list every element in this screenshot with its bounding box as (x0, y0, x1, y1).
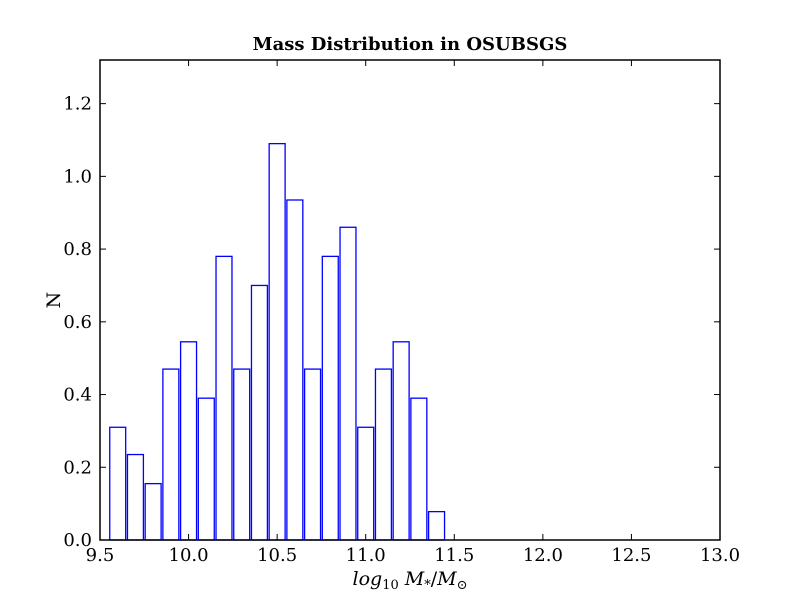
y-tick-label-1: 0.2 (63, 457, 92, 478)
histogram-bar-0 (109, 426, 127, 541)
x-tick-label-0: 9.5 (86, 545, 115, 566)
y-tick-label-0: 0.0 (63, 530, 92, 551)
histogram-bar-16 (392, 341, 410, 541)
x-tick-label-6: 12.5 (611, 545, 651, 566)
y-axis-label: N (43, 292, 65, 309)
x-tick-label-2: 10.5 (257, 545, 297, 566)
chart-title: Mass Distribution in OSUBSGS (253, 34, 568, 55)
x-axis-ticks: 9.5 10.0 10.5 11.0 11.5 12.0 12.5 13.0 (86, 60, 740, 566)
histogram-bar-11 (303, 368, 322, 541)
histogram-bar-6 (215, 255, 233, 541)
x-label-m2-sub: ⊙ (457, 578, 468, 593)
histogram-bar-18 (427, 510, 446, 541)
x-tick-label-3: 11.0 (346, 545, 386, 566)
histogram-bar-1 (126, 453, 145, 541)
x-axis-label: log10 M*/M⊙ (353, 568, 468, 593)
x-label-m1: M (404, 568, 425, 590)
histogram-bar-2 (144, 482, 162, 541)
x-label-m1-sub: * (424, 578, 431, 593)
y-tick-label-2: 0.4 (63, 385, 92, 406)
y-tick-label-5: 1.0 (63, 166, 92, 187)
histogram-bar-4 (179, 341, 198, 541)
x-label-m2: M (436, 568, 457, 590)
histogram-bar-12 (321, 255, 339, 541)
histogram-bar-5 (197, 397, 215, 541)
x-tick-label-7: 13.0 (700, 545, 740, 566)
y-tick-label-6: 1.2 (63, 94, 92, 115)
y-tick-label-3: 0.6 (63, 312, 92, 333)
x-label-slash: / (431, 568, 438, 590)
histogram-bar-14 (357, 426, 375, 541)
y-axis-ticks: 0.0 0.2 0.4 0.6 0.8 1.0 1.2 (63, 94, 720, 551)
histogram-bar-13 (339, 226, 357, 541)
histogram-bar-8 (250, 284, 269, 541)
x-tick-label-5: 12.0 (523, 545, 563, 566)
histogram-bar-3 (162, 368, 180, 541)
histogram-bar-10 (286, 199, 304, 541)
plot-frame (99, 59, 721, 541)
x-tick-label-4: 11.5 (434, 545, 474, 566)
bars-group (109, 142, 446, 541)
histogram-bar-15 (374, 368, 393, 541)
x-label-log-sub: 10 (382, 578, 399, 593)
x-label-log: log (353, 568, 383, 590)
y-tick-label-4: 0.8 (63, 239, 92, 260)
histogram-bar-7 (233, 368, 251, 541)
histogram-bar-17 (410, 397, 428, 541)
histogram-bar-9 (268, 142, 286, 541)
x-tick-label-1: 10.0 (169, 545, 209, 566)
